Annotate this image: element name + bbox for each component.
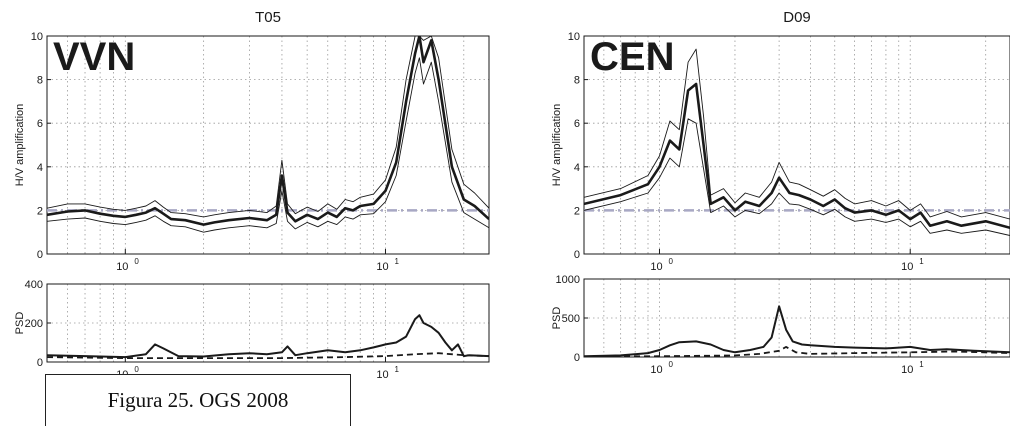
series-line-dashed [47, 352, 489, 359]
x-tick-label-exponent: 0 [668, 257, 673, 266]
figure-caption: Figura 25. OGS 2008 [107, 388, 289, 412]
y-tick-label: 10 [568, 31, 580, 43]
y-axis-label: H/V amplification [551, 104, 563, 187]
y-tick-label: 10 [31, 31, 43, 43]
x-tick-label-exponent: 1 [394, 365, 399, 374]
y-axis-label: PSD [14, 312, 26, 335]
station-label: CEN [590, 35, 674, 79]
y-axis-label: PSD [551, 307, 563, 330]
y-tick-label: 0 [37, 249, 43, 261]
x-tick-label: 10 [901, 261, 913, 273]
t05-hv-panel: 0 2 4 6 8 10 10 0 10 1 H/V amplification T05 VVN [14, 9, 490, 273]
y-tick-label: 4 [574, 162, 580, 174]
series-line-solid [47, 314, 489, 359]
d09-psd-panel: 0 500 1000 10 0 10 1 PSD [551, 274, 1010, 376]
series-line-dashed [584, 346, 1010, 357]
y-tick-label: 8 [574, 75, 580, 87]
station-label: VVN [53, 35, 135, 79]
y-tick-label: 2 [37, 205, 43, 217]
figure-caption-box: Figura 25. OGS 2008 [45, 374, 351, 426]
series-line-mean [47, 36, 489, 226]
grid [584, 36, 1010, 254]
y-tick-label: 8 [37, 75, 43, 87]
series-line-lower [47, 57, 489, 233]
grid [47, 284, 489, 362]
y-axis-label: H/V amplification [14, 104, 26, 187]
x-tick-label: 10 [116, 261, 128, 273]
y-tick-label: 1000 [556, 274, 580, 286]
y-tick-label: 200 [25, 318, 43, 330]
x-tick-label: 10 [650, 364, 662, 376]
grid [584, 279, 1010, 357]
x-tick-label: 10 [376, 261, 388, 273]
y-tick-label: 6 [574, 118, 580, 130]
d09-hv-panel: 0 2 4 6 8 10 10 0 10 1 H/V amplification D09 CEN [551, 9, 1010, 273]
series-line-upper [584, 48, 1010, 220]
series-line-upper [47, 36, 489, 218]
x-tick-label-exponent: 1 [919, 257, 924, 266]
x-tick-label-exponent: 0 [134, 257, 139, 266]
y-tick-label: 4 [37, 162, 43, 174]
y-tick-label: 0 [574, 249, 580, 261]
plot-frame [583, 35, 1010, 255]
plot-frame [46, 35, 490, 255]
x-tick-label: 10 [650, 261, 662, 273]
series-line-mean [584, 82, 1010, 230]
y-tick-label: 2 [574, 205, 580, 217]
y-tick-label: 400 [25, 279, 43, 291]
x-tick-label: 10 [376, 369, 388, 381]
x-tick-label-exponent: 1 [394, 257, 399, 266]
x-tick-label-exponent: 0 [668, 360, 673, 369]
y-tick-label: 0 [37, 357, 43, 369]
t05-psd-panel: 0200400100101PSD [14, 279, 490, 381]
x-tick-label-exponent: 1 [919, 360, 924, 369]
series-line-solid [584, 305, 1010, 357]
panel-title: D09 [783, 9, 811, 26]
x-tick-label: 10 [901, 364, 913, 376]
series-line-lower [584, 118, 1010, 236]
y-tick-label: 0 [574, 352, 580, 364]
x-tick-label-exponent: 0 [134, 365, 139, 374]
y-tick-label: 500 [562, 313, 580, 325]
panel-title: T05 [255, 9, 281, 26]
y-tick-label: 6 [37, 118, 43, 130]
